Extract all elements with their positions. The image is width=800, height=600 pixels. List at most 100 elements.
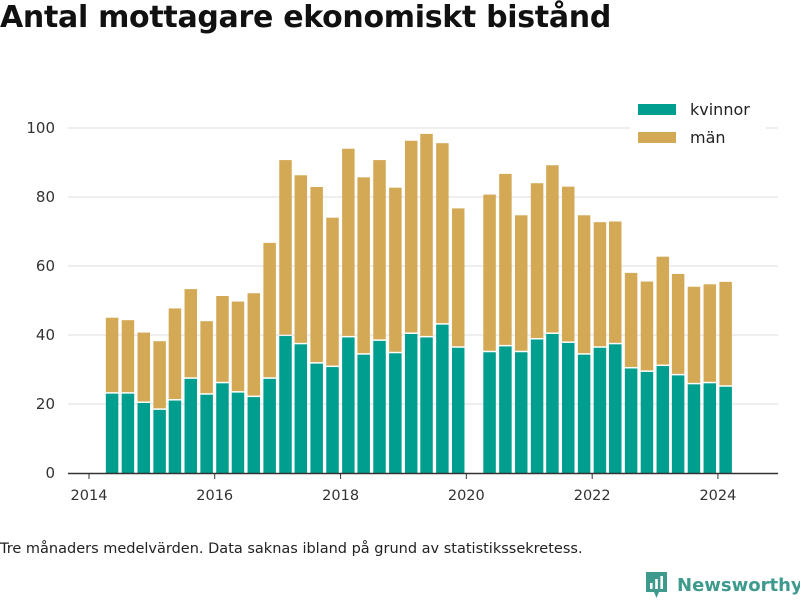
bar-man — [624, 272, 638, 367]
y-tick-label: 0 — [45, 464, 55, 482]
bar-man — [703, 284, 717, 382]
x-tick-label: 2014 — [71, 488, 108, 504]
bar-man — [483, 194, 496, 351]
bar-kvinnor — [514, 352, 528, 473]
bar-kvinnor — [357, 354, 370, 473]
y-tick-label: 20 — [36, 395, 55, 413]
bar-kvinnor — [263, 378, 276, 473]
bar-kvinnor — [200, 394, 213, 473]
bar-kvinnor — [326, 367, 339, 473]
bar-kvinnor — [389, 353, 402, 473]
bar-kvinnor — [216, 383, 229, 473]
y-tick-label: 100 — [26, 119, 55, 137]
bar-kvinnor — [609, 344, 622, 473]
y-tick-label: 40 — [36, 326, 55, 344]
bar-man — [389, 187, 402, 352]
brand-logo[interactable]: Newsworthy — [644, 570, 800, 600]
bar-man — [200, 321, 213, 394]
legend-label: män — [690, 128, 726, 147]
bar-kvinnor — [168, 400, 182, 473]
bar-man — [231, 301, 245, 392]
x-tick-label: 2020 — [448, 488, 485, 504]
x-tick-label: 2024 — [699, 488, 736, 504]
x-tick-label: 2016 — [196, 488, 233, 504]
bar-kvinnor — [231, 392, 245, 473]
bar-kvinnor — [703, 383, 717, 473]
bar-kvinnor — [420, 337, 433, 473]
bar-kvinnor — [593, 347, 607, 473]
bar-kvinnor — [719, 386, 732, 473]
x-tick-label: 2022 — [574, 488, 611, 504]
bar-group — [105, 133, 732, 473]
bar-kvinnor — [577, 354, 591, 473]
legend-label: kvinnor — [690, 100, 750, 119]
bar-kvinnor — [671, 375, 685, 473]
bar-man — [640, 281, 654, 371]
bar-man — [168, 308, 182, 400]
bar-man — [247, 293, 261, 396]
bar-kvinnor — [121, 393, 135, 473]
bar-man — [719, 281, 732, 386]
bar-man — [656, 256, 670, 365]
brand-name: Newsworthy — [677, 574, 800, 596]
bar-kvinnor — [436, 324, 449, 473]
bar-man — [593, 222, 607, 347]
footnote: Tre månaders medelvärden. Data saknas ib… — [0, 541, 583, 557]
bar-man — [326, 217, 339, 366]
bar-man — [153, 341, 166, 409]
axes: 0 20 40 60 80 100 2014 2016 2018 2020 2022 2024 — [26, 119, 778, 504]
bar-man — [184, 289, 198, 378]
bar-kvinnor — [105, 393, 119, 473]
bar-kvinnor — [656, 366, 670, 473]
bar-man — [436, 143, 449, 324]
bar-kvinnor — [247, 397, 261, 473]
bar-man — [687, 286, 701, 383]
bar-kvinnor — [640, 371, 654, 473]
x-tick-label: 2018 — [322, 488, 359, 504]
newsworthy-logo-icon — [646, 572, 667, 598]
bar-kvinnor — [137, 402, 151, 473]
bar-kvinnor — [310, 363, 323, 473]
bar-kvinnor — [530, 339, 544, 473]
bar-kvinnor — [294, 344, 308, 473]
legend: kvinnor män — [630, 96, 766, 154]
bar-man — [671, 273, 685, 374]
bar-kvinnor — [184, 378, 198, 473]
bar-kvinnor — [483, 352, 496, 473]
bar-man — [562, 186, 575, 342]
bar-man — [279, 160, 292, 335]
bar-man — [451, 208, 465, 347]
bar-man — [263, 242, 276, 378]
bar-man — [609, 221, 622, 343]
bar-kvinnor — [153, 409, 166, 473]
bar-man — [404, 140, 418, 333]
legend-swatch-kvinnor — [638, 104, 676, 115]
legend-swatch-man — [638, 132, 676, 143]
bar-man — [342, 148, 355, 336]
bar-kvinnor — [499, 346, 512, 473]
bar-man — [294, 175, 308, 343]
bar-man — [310, 186, 323, 363]
bar-man — [137, 332, 151, 402]
bar-man — [499, 173, 512, 345]
bar-man — [420, 133, 433, 336]
bar-man — [514, 215, 528, 351]
bar-kvinnor — [546, 333, 559, 473]
bar-man — [105, 317, 119, 393]
y-tick-label: 80 — [36, 188, 55, 206]
bar-kvinnor — [451, 347, 465, 473]
chart-title: Antal mottagare ekonomiskt bistånd — [0, 0, 612, 35]
bar-man — [357, 177, 370, 354]
bar-kvinnor — [373, 340, 386, 473]
bar-man — [530, 183, 544, 338]
bar-kvinnor — [624, 368, 638, 473]
bar-man — [546, 165, 559, 333]
bar-man — [216, 296, 229, 382]
bar-kvinnor — [342, 337, 355, 473]
y-tick-label: 60 — [36, 257, 55, 275]
bar-kvinnor — [562, 342, 575, 473]
bar-kvinnor — [404, 333, 418, 473]
bar-man — [373, 160, 386, 340]
bar-man — [121, 320, 135, 393]
